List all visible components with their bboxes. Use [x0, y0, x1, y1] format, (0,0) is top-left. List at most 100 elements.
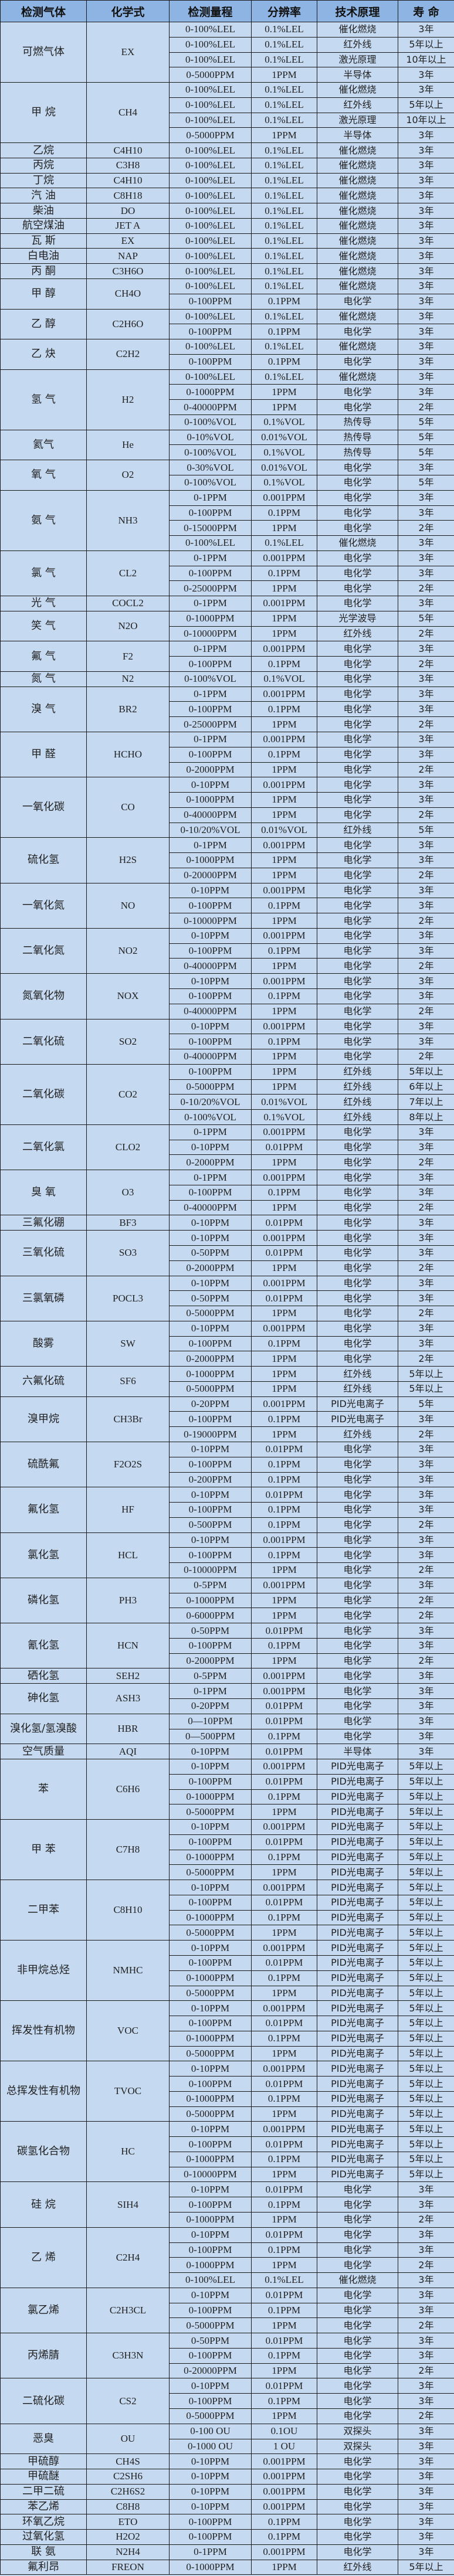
- technology-cell: 电化学: [317, 2529, 398, 2545]
- table-body: 可燃气体 EX 0-100%LEL 0.1%LEL 催化燃烧 3年 0-100%LEL 0.1…: [0, 21, 454, 2575]
- technology-cell: PID光电离子: [317, 1864, 398, 1881]
- table-row: 0-100PPM 0.1PPM 电化学 3年: [1, 1456, 454, 1473]
- table-row: 0-100PPM 0.1PPM 电化学 3年: [1, 2302, 454, 2319]
- resolution-cell: 0.1%VOL: [251, 474, 317, 491]
- resolution-cell: 0.1PPM: [251, 1184, 317, 1201]
- gas-name-cell: 非甲烷总烃: [0, 1940, 87, 2001]
- lifespan-cell: 3年: [398, 1577, 454, 1593]
- header-resolution: 分辨率: [251, 0, 317, 22]
- table-row: 0-40000PPM 1PPM 电化学 2年: [1, 1199, 454, 1216]
- header-formula: 化学式: [86, 0, 170, 22]
- technology-cell: 催化燃烧: [317, 369, 398, 385]
- table-row: 0-1000PPM 0.1PPM PID光电离子 5年以上: [1, 1909, 454, 1926]
- gas-name-cell: 溴化氢/氢溴酸: [0, 1713, 87, 1745]
- formula-cell: C3H3N: [86, 2333, 170, 2379]
- technology-cell: 电化学: [317, 867, 398, 883]
- range-cell: 0-10PPM: [169, 1018, 252, 1035]
- table-row: 笑 气 N2O 0-1000PPM 1PPM 光学波导 5年: [0, 610, 454, 642]
- range-cell: 0-1PPM: [169, 1170, 252, 1185]
- formula-cell: SIH4: [86, 2181, 170, 2228]
- gas-name-cell: 氟化氢: [0, 1487, 87, 1533]
- table-row: 0-100PPM 0.01PPM PID光电离子 5年以上: [1, 1773, 454, 1790]
- lifespan-cell: 3年: [398, 671, 454, 687]
- resolution-cell: 0.1%LEL: [251, 308, 317, 325]
- gas-name-cell: 环氧乙烷: [0, 2514, 87, 2530]
- range-cell: 0-10PPM: [169, 2483, 252, 2500]
- table-row: 0-1000PPM 0.1PPM PID光电离子 5年以上: [1, 2030, 454, 2047]
- gas-name-cell: 硫化氢: [0, 837, 87, 883]
- technology-cell: 催化燃烧: [317, 248, 398, 264]
- table-row: 0-5000PPM 1PPM PID光电离子 5年以上: [1, 1985, 454, 2001]
- range-cell: 0-100%LEL: [169, 172, 252, 189]
- resolution-cell: 1PPM: [251, 716, 317, 732]
- gas-name-cell: 硫酰氟: [0, 1441, 87, 1488]
- resolution-cell: 1PPM: [251, 2166, 317, 2183]
- lifespan-cell: 3年: [398, 2544, 454, 2560]
- lifespan-cell: 2年: [398, 1426, 454, 1442]
- resolution-cell: 1PPM: [251, 2363, 317, 2379]
- lifespan-cell: 2年: [398, 1306, 454, 1321]
- range-cell: 0-10PPM: [169, 2453, 252, 2470]
- technology-cell: 电化学: [317, 1290, 398, 1307]
- technology-cell: 电化学: [317, 293, 398, 310]
- range-cell: 0-100PPM: [169, 1773, 252, 1790]
- table-row: 白电油 NAP 0-100%LEL 0.1%LEL 催化燃烧 3年: [0, 248, 454, 264]
- technology-cell: 电化学: [317, 2197, 398, 2213]
- technology-cell: 电化学: [317, 1577, 398, 1593]
- table-row: 0-2000PPM 1PPM 电化学 2年: [1, 1653, 454, 1669]
- resolution-cell: 1PPM: [251, 2257, 317, 2273]
- table-row: 0-1000PPM 0.1PPM PID光电离子 5年以上: [1, 2091, 454, 2107]
- formula-cell: EX: [86, 233, 170, 249]
- resolution-cell: 1PPM: [251, 1426, 317, 1442]
- header-lifespan: 寿 命: [398, 0, 454, 22]
- range-cell: 0-100PPM: [169, 1502, 252, 1518]
- table-row: 0-5000PPM 1PPM 红外线 5年以上: [1, 1381, 454, 1397]
- lifespan-cell: 3年: [398, 1471, 454, 1488]
- range-cell: 0-100%LEL: [169, 157, 252, 174]
- range-cell: 0-100PPM: [169, 1637, 252, 1654]
- technology-cell: 电化学: [317, 1245, 398, 1261]
- technology-cell: PID光电离子: [317, 1909, 398, 1926]
- range-cell: 0-100PPM: [169, 1063, 252, 1080]
- lifespan-cell: 3年: [398, 248, 454, 264]
- table-row: 0-1000 OU 1 OU 双探头 3年: [1, 2438, 454, 2455]
- table-row: 0-1000PPM 0.1PPM PID光电离子 5年以上: [1, 2151, 454, 2167]
- formula-cell: H2S: [86, 837, 170, 883]
- range-cell: 0-5000PPM: [169, 1804, 252, 1820]
- range-cell: 0-100PPM: [169, 2136, 252, 2152]
- table-row: 甲 醛 HCHO 0-1PPM 0.001PPM 电化学 3年: [0, 731, 454, 778]
- range-cell: 0-100%LEL: [169, 369, 252, 385]
- resolution-cell: 0.1%VOL: [251, 414, 317, 430]
- range-cell: 0-10000PPM: [169, 913, 252, 929]
- technology-cell: 电化学: [317, 2242, 398, 2258]
- lifespan-cell: 3年: [398, 460, 454, 475]
- formula-cell: CS2: [86, 2378, 170, 2424]
- range-cell: 0-5000PPM: [169, 67, 252, 83]
- resolution-cell: 1PPM: [251, 1381, 317, 1397]
- resolution-cell: 0.01PPM: [251, 1487, 317, 1503]
- table-row: 联 氨 N2H4 0-1PPM 0.001PPM 电化学 3年: [0, 2544, 454, 2560]
- range-cell: 0-100%LEL: [169, 233, 252, 249]
- table-row: 二甲苯 C8H10 0-10PPM 0.001PPM PID光电离子 5年以上: [0, 1880, 454, 1941]
- resolution-cell: 0.01PPM: [251, 1245, 317, 1261]
- resolution-cell: 1PPM: [251, 1079, 317, 1095]
- table-row: 航空煤油 JET A 0-100%LEL 0.1%LEL 催化燃烧 3年: [0, 218, 454, 234]
- table-row: 0-5000PPM 1PPM PID光电离子 5年以上: [1, 2045, 454, 2062]
- technology-cell: 电化学: [317, 1668, 398, 1684]
- table-row: 0-100%VOL 0.1%VOL 热传导 5年: [1, 444, 454, 461]
- lifespan-cell: 5年以上: [398, 2000, 454, 2017]
- lifespan-cell: 2年: [398, 1260, 454, 1276]
- lifespan-cell: 2年: [398, 1154, 454, 1171]
- technology-cell: 电化学: [317, 1335, 398, 1352]
- resolution-cell: 0.001PPM: [251, 1759, 317, 1775]
- lifespan-cell: 2年: [398, 958, 454, 974]
- lifespan-cell: 3年: [398, 1623, 454, 1639]
- technology-cell: 双探头: [317, 2438, 398, 2455]
- table-row: 氨 气 NH3 0-1PPM 0.001PPM 电化学 3年: [0, 490, 454, 551]
- lifespan-cell: 5年以上: [398, 1864, 454, 1881]
- resolution-cell: 1PPM: [251, 1049, 317, 1065]
- lifespan-cell: 2年: [398, 2408, 454, 2424]
- technology-cell: 电化学: [317, 656, 398, 672]
- range-cell: 0-15000PPM: [169, 520, 252, 536]
- range-cell: 0-5000PPM: [169, 1381, 252, 1397]
